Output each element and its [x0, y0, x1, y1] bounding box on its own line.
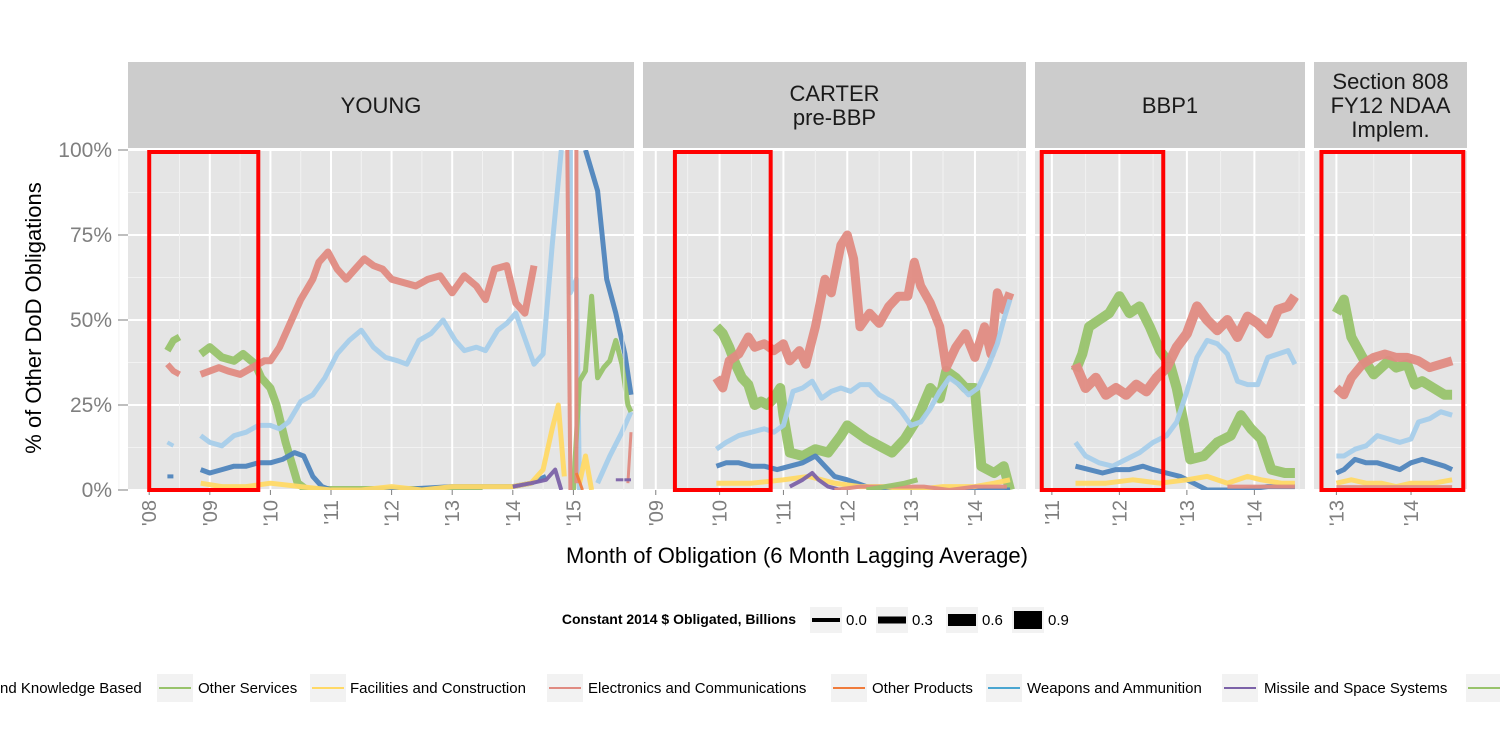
x-tick-label: '08 — [139, 500, 161, 526]
facet-panel: BBP1 '11 '12 '13 '14 — [1017, 62, 1305, 526]
facet-strip-label: Section 808 — [1332, 69, 1448, 94]
series-line — [626, 432, 633, 484]
color-legend-label: Facilities and Construction — [350, 680, 526, 697]
x-tick-label: '13 — [442, 500, 464, 526]
series-line — [164, 333, 182, 353]
y-axis-ticks: 0% 25% 50% 75% 100% — [58, 139, 128, 502]
x-tick-label: '10 — [710, 500, 732, 526]
color-legend-label: Other Services — [198, 680, 297, 697]
highlight-box — [1319, 150, 1466, 492]
facet-strip — [643, 62, 1026, 148]
y-tick-label: 75% — [70, 224, 112, 247]
series-line — [834, 484, 1007, 490]
size-legend-title: Constant 2014 $ Obligated, Billions — [562, 611, 796, 627]
facet-strip — [1314, 62, 1467, 148]
facet-panel: YOUNG '08 '09 '10 '11 '12 '13 '14 '15 — [118, 62, 634, 526]
series-line — [1333, 349, 1454, 400]
facet-strip-label: YOUNG — [341, 93, 422, 118]
highlight-box — [672, 150, 773, 492]
y-tick-label: 100% — [58, 139, 112, 162]
series-line — [1336, 409, 1453, 459]
size-legend-label: 0.9 — [1048, 612, 1069, 629]
series-line — [1332, 294, 1453, 400]
size-legend-label: 0.6 — [982, 612, 1003, 629]
size-legend-label: 0.3 — [912, 612, 933, 629]
series-line — [865, 477, 919, 490]
x-axis-title: Month of Obligation (6 Month Lagging Ave… — [566, 543, 1028, 568]
x-tick-label: '10 — [260, 500, 282, 526]
x-tick-label: '11 — [773, 500, 795, 525]
x-tick-label: '09 — [200, 500, 222, 526]
facet-strip-label: CARTER — [789, 81, 879, 106]
series-line — [198, 343, 483, 490]
series-line — [1070, 293, 1300, 400]
series-line — [583, 150, 634, 396]
series-line — [712, 230, 1015, 393]
x-tick-label: '14 — [1244, 500, 1266, 526]
series-group — [1332, 294, 1454, 490]
x-tick-label: '14 — [1401, 500, 1423, 526]
series-line — [1335, 477, 1453, 490]
facet-strip-label: BBP1 — [1142, 93, 1198, 118]
y-tick-label: 50% — [70, 309, 112, 332]
series-line — [200, 402, 567, 490]
series-line — [1070, 291, 1295, 478]
color-legend: nd Knowledge Based Other Services Faciliti… — [0, 674, 1500, 702]
series-line — [714, 298, 1013, 452]
color-legend-label: Other Products — [872, 680, 973, 697]
series-line — [577, 453, 595, 490]
highlight-box — [1039, 150, 1166, 492]
series-line — [199, 150, 564, 449]
size-legend: Constant 2014 $ Obligated, Billions 0.0 0… — [562, 607, 1069, 633]
facet-strip-label: Implem. — [1351, 117, 1429, 142]
series-group — [164, 150, 634, 490]
y-tick-label: 0% — [82, 479, 112, 502]
series-line — [165, 362, 181, 378]
series-line — [565, 150, 573, 490]
color-legend-label: Electronics and Communications — [588, 680, 806, 697]
series-line — [1073, 337, 1298, 469]
x-tick-label: '13 — [1326, 500, 1348, 526]
series-line — [1335, 456, 1454, 476]
facet-strip — [128, 62, 634, 148]
facet-strip-label: FY12 NDAA — [1331, 93, 1451, 118]
x-tick-label: '11 — [321, 500, 343, 525]
color-legend-label: Missile and Space Systems — [1264, 680, 1447, 697]
series-line — [595, 410, 634, 485]
series-line — [715, 453, 1010, 490]
series-line — [788, 471, 842, 490]
color-legend-label: Weapons and Ammunition — [1027, 680, 1202, 697]
series-line — [512, 467, 564, 490]
series-line — [166, 440, 175, 448]
facet-strip-label: pre-BBP — [793, 105, 876, 130]
color-legend-label: nd Knowledge Based — [0, 680, 142, 697]
series-group — [712, 230, 1015, 490]
series-line — [574, 472, 584, 490]
x-tick-label: '12 — [1109, 500, 1131, 526]
series-line — [1075, 473, 1295, 486]
series-group — [1070, 291, 1300, 490]
x-tick-label: '12 — [382, 500, 404, 526]
x-tick-label: '12 — [837, 500, 859, 526]
y-axis-title: % of Other DoD Obligations — [21, 182, 46, 453]
size-legend-label: 0.0 — [846, 612, 867, 629]
x-tick-label: '09 — [646, 500, 668, 526]
panels-layer: YOUNG '08 '09 '10 '11 '12 '13 '14 '15 CARTERpre-B… — [118, 62, 1467, 526]
x-tick-label: '13 — [1177, 500, 1199, 526]
series-line — [1074, 463, 1295, 490]
highlight-box — [147, 150, 261, 492]
x-tick-label: '14 — [965, 500, 987, 526]
x-tick-label: '11 — [1042, 500, 1064, 525]
x-tick-label: '14 — [503, 500, 525, 526]
facet-strip — [1035, 62, 1305, 148]
y-tick-label: 25% — [70, 394, 112, 417]
x-tick-label: '13 — [901, 500, 923, 526]
x-tick-label: '15 — [563, 500, 585, 526]
